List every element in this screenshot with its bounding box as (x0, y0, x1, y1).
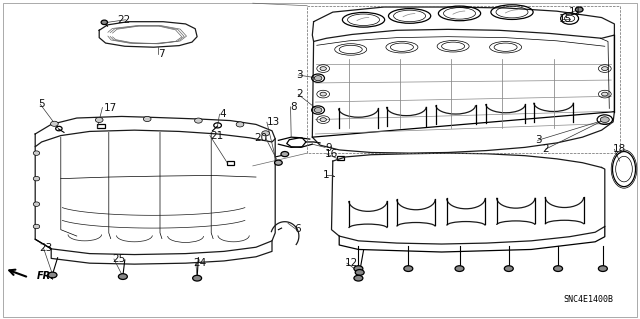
Ellipse shape (143, 116, 151, 122)
Text: 8: 8 (291, 102, 297, 112)
Bar (227, 161, 234, 165)
Ellipse shape (33, 176, 40, 181)
Ellipse shape (554, 266, 563, 271)
Ellipse shape (33, 202, 40, 206)
Text: 3: 3 (535, 135, 541, 145)
Ellipse shape (33, 224, 40, 229)
Ellipse shape (51, 121, 58, 126)
Text: 20: 20 (255, 133, 268, 143)
Text: FR.: FR. (36, 271, 54, 281)
Ellipse shape (95, 117, 103, 122)
Text: 9: 9 (325, 143, 332, 153)
Bar (97, 124, 105, 128)
Text: 5: 5 (38, 99, 45, 109)
Ellipse shape (195, 118, 202, 123)
Text: 15: 15 (559, 14, 572, 24)
Text: 13: 13 (267, 117, 280, 127)
Ellipse shape (602, 67, 608, 70)
Text: 4: 4 (220, 109, 226, 119)
Text: 24: 24 (193, 258, 207, 268)
Text: SNC4E1400B: SNC4E1400B (563, 295, 613, 304)
Ellipse shape (275, 160, 282, 165)
Ellipse shape (598, 266, 607, 271)
Ellipse shape (314, 76, 322, 81)
Text: 21: 21 (210, 130, 223, 141)
Text: 25: 25 (112, 254, 125, 264)
Text: 16: 16 (325, 149, 339, 159)
Text: 2: 2 (542, 144, 548, 154)
Ellipse shape (404, 266, 413, 271)
Text: 22: 22 (117, 15, 131, 25)
Text: 3: 3 (296, 70, 303, 80)
Ellipse shape (314, 108, 322, 113)
Text: 23: 23 (40, 243, 53, 253)
Text: 18: 18 (612, 144, 626, 154)
Ellipse shape (236, 122, 244, 127)
Ellipse shape (320, 67, 326, 70)
Ellipse shape (48, 272, 57, 278)
Ellipse shape (602, 92, 608, 96)
Text: 2: 2 (296, 89, 303, 100)
Ellipse shape (262, 131, 269, 136)
Ellipse shape (504, 266, 513, 271)
Text: 1: 1 (323, 170, 329, 181)
Text: 6: 6 (294, 224, 301, 234)
Ellipse shape (455, 266, 464, 271)
Ellipse shape (281, 152, 289, 157)
Ellipse shape (575, 7, 583, 12)
Text: 12: 12 (344, 258, 358, 268)
Ellipse shape (355, 270, 364, 275)
Ellipse shape (600, 117, 609, 122)
Ellipse shape (193, 275, 202, 281)
Ellipse shape (118, 274, 127, 279)
Text: 11: 11 (568, 7, 582, 17)
Ellipse shape (354, 275, 363, 281)
Text: 17: 17 (104, 102, 117, 113)
Ellipse shape (320, 92, 326, 96)
Ellipse shape (33, 151, 40, 155)
Ellipse shape (354, 266, 363, 271)
Bar (337, 156, 344, 160)
Ellipse shape (320, 118, 326, 122)
Text: 7: 7 (158, 48, 164, 59)
Ellipse shape (101, 20, 108, 25)
